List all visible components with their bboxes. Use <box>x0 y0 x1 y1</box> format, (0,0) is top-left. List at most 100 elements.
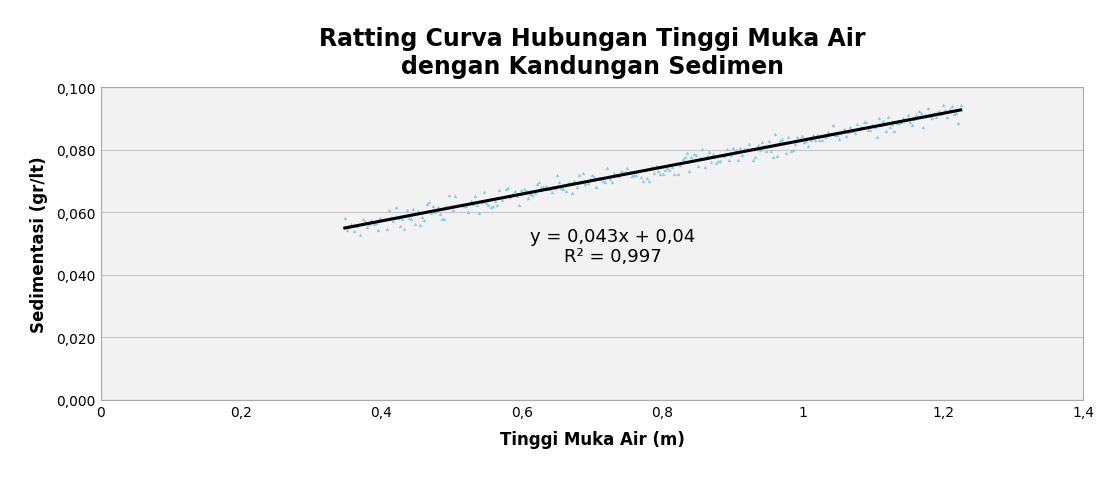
Point <box>455 203 472 210</box>
Point <box>470 209 488 217</box>
Point <box>588 183 605 191</box>
Point <box>395 226 413 234</box>
Point <box>493 196 510 204</box>
Point <box>718 146 736 154</box>
Point <box>488 202 506 210</box>
Point <box>911 110 929 118</box>
Point <box>497 186 515 194</box>
Point <box>572 179 590 186</box>
Point <box>857 119 875 126</box>
Point <box>413 214 431 222</box>
Point <box>608 172 626 180</box>
Point <box>859 126 877 134</box>
Point <box>449 202 467 209</box>
Point <box>433 216 451 224</box>
Point <box>581 176 599 184</box>
Point <box>656 166 674 174</box>
Point <box>407 221 424 228</box>
Point <box>567 183 585 191</box>
Point <box>731 145 748 153</box>
Point <box>352 231 370 239</box>
Point <box>393 216 411 224</box>
Point <box>585 174 603 182</box>
Point <box>929 107 947 115</box>
Point <box>795 139 813 147</box>
Point <box>943 103 961 111</box>
Point <box>550 179 567 186</box>
Text: y = 0,043x + 0,04
R² = 0,997: y = 0,043x + 0,04 R² = 0,997 <box>531 227 696 266</box>
Point <box>952 102 970 109</box>
Point <box>775 140 793 147</box>
Point <box>583 171 601 179</box>
Point <box>364 221 382 228</box>
Point <box>386 203 404 211</box>
Point <box>872 122 890 130</box>
Point <box>696 164 714 172</box>
Point <box>360 221 378 229</box>
Point <box>411 222 429 230</box>
Point <box>486 198 504 205</box>
Point <box>676 153 694 161</box>
Point <box>599 164 617 172</box>
Point <box>543 189 561 197</box>
Point <box>612 167 630 175</box>
Point <box>920 112 938 120</box>
Point <box>619 165 637 173</box>
Point <box>828 132 846 140</box>
Point <box>605 169 623 177</box>
Point <box>771 138 789 145</box>
Point <box>628 172 646 180</box>
Point <box>813 137 831 144</box>
Point <box>574 169 592 177</box>
Point <box>947 110 965 118</box>
Point <box>452 201 470 208</box>
Point <box>895 115 913 123</box>
Point <box>768 153 786 161</box>
Point <box>685 151 703 159</box>
Point <box>879 114 897 122</box>
Point <box>382 215 400 223</box>
Point <box>436 216 454 224</box>
Point <box>653 171 671 179</box>
Point <box>886 127 904 135</box>
Point <box>823 122 841 129</box>
Point <box>811 137 829 145</box>
Point <box>391 222 409 230</box>
Point <box>780 134 798 142</box>
Point <box>369 226 386 234</box>
Point <box>630 167 648 175</box>
Point <box>720 157 738 164</box>
Point <box>809 132 827 140</box>
Point <box>834 125 852 133</box>
Point <box>495 194 513 202</box>
Point <box>841 124 859 132</box>
Point <box>925 110 943 118</box>
Point <box>789 134 806 142</box>
Point <box>890 120 908 128</box>
Point <box>499 185 517 193</box>
Point <box>742 146 760 154</box>
Point <box>431 211 449 219</box>
Point <box>570 172 588 180</box>
Point <box>760 138 777 145</box>
Point <box>945 111 963 119</box>
Point <box>881 123 899 131</box>
Point <box>424 203 442 211</box>
Point <box>798 137 815 145</box>
Point <box>901 119 919 127</box>
Point <box>362 217 380 224</box>
Point <box>633 178 651 186</box>
Point <box>504 191 522 199</box>
Point <box>819 129 837 137</box>
Point <box>579 180 596 187</box>
Point <box>420 199 438 206</box>
Point <box>422 210 440 218</box>
Point <box>712 158 729 165</box>
Point <box>466 193 484 201</box>
Point <box>384 218 402 225</box>
Point <box>601 176 619 184</box>
Point <box>459 209 477 217</box>
Point <box>904 122 922 129</box>
Point <box>526 190 544 198</box>
Point <box>667 161 685 169</box>
